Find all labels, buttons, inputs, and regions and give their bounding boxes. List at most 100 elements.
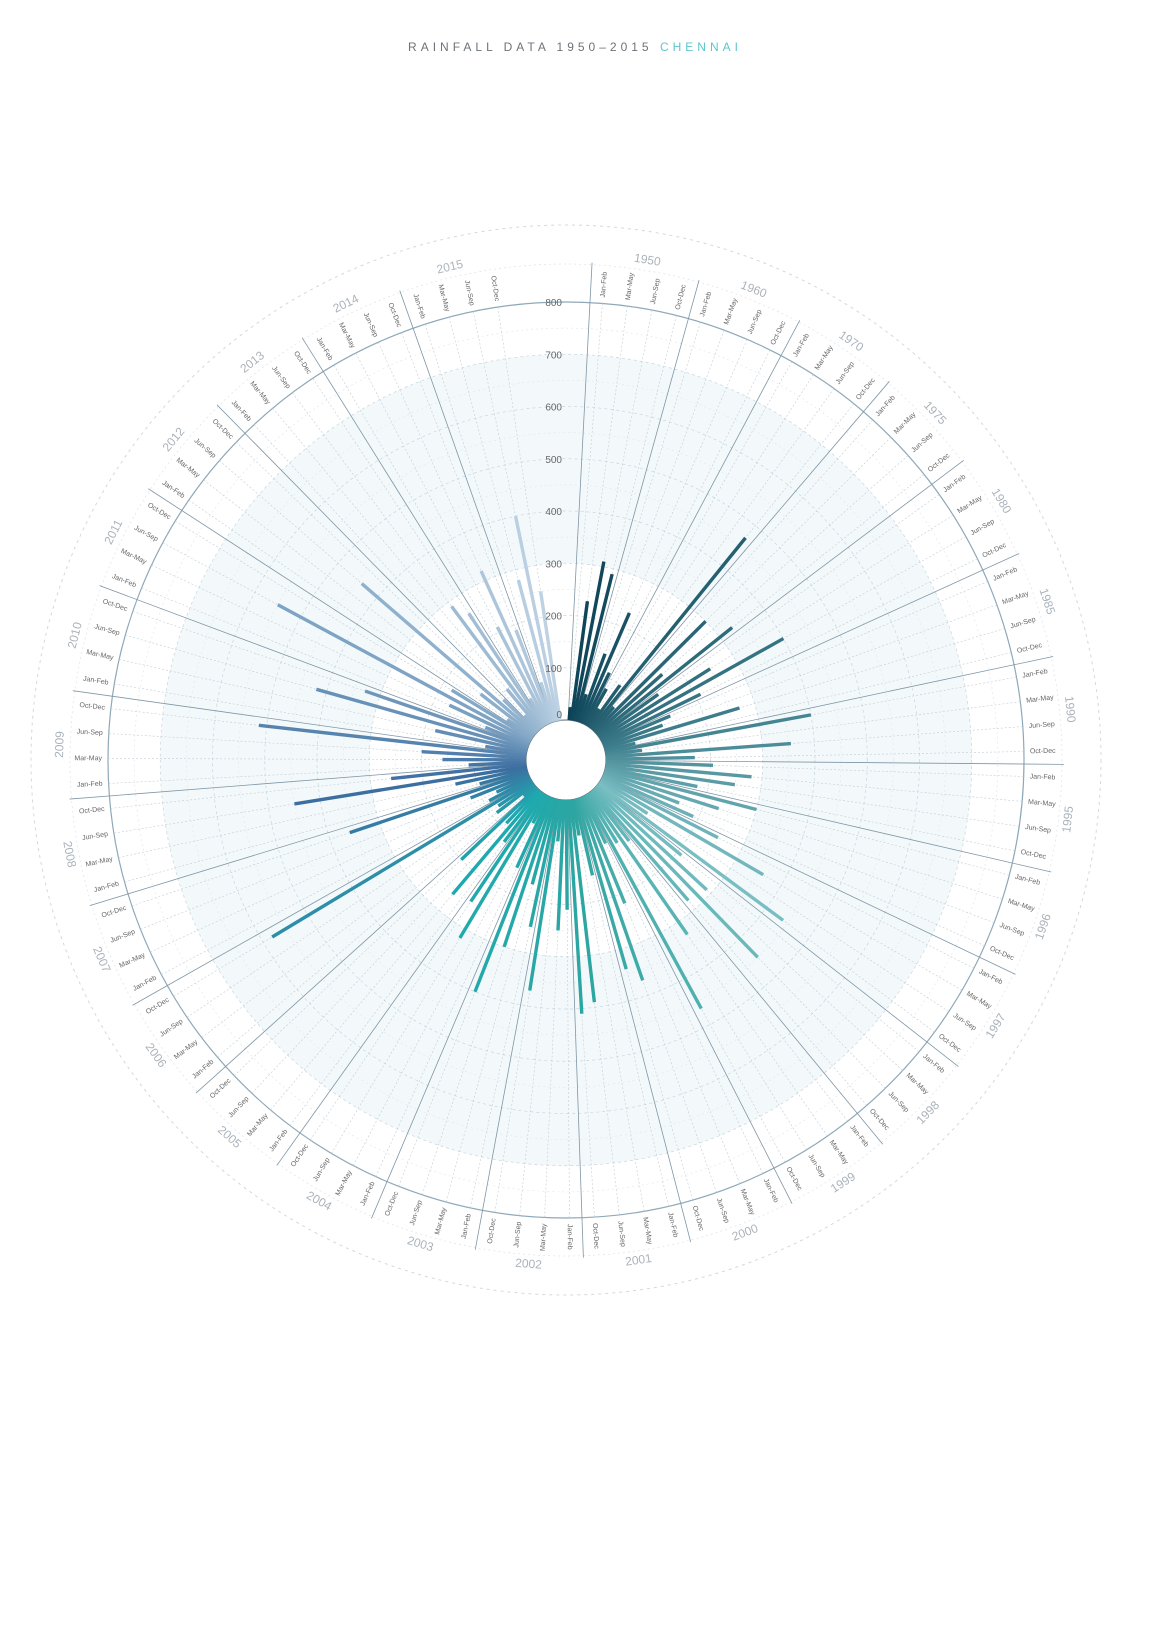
bar: [597, 693, 660, 739]
year-spoke: [583, 795, 793, 1204]
bar: [505, 787, 540, 825]
bar: [484, 725, 530, 747]
bar: [567, 706, 572, 721]
season-label: Oct-Dec: [101, 905, 128, 920]
season-label: Jan-Feb: [666, 1212, 679, 1239]
year-spoke: [276, 792, 544, 1166]
year-spoke: [567, 262, 593, 721]
season-spoke: [217, 785, 536, 1058]
year-label: 1995: [1059, 805, 1076, 833]
chart-grid: [69, 263, 1063, 1257]
season-label: Jan-Feb: [191, 1058, 215, 1080]
season-label: Jun-Sep: [616, 1220, 626, 1247]
grid-ring: [133, 327, 999, 1193]
season-label: Oct-Dec: [146, 502, 172, 522]
season-label: Mar-May: [1028, 799, 1057, 809]
year-spoke: [195, 786, 537, 1094]
bar: [556, 799, 564, 842]
season-spoke: [253, 424, 539, 731]
bar: [360, 582, 537, 736]
season-label: Mar-May: [119, 548, 147, 566]
bar: [568, 799, 597, 1003]
bar: [594, 673, 664, 735]
season-label: Jan-Feb: [1030, 774, 1056, 782]
bar: [603, 706, 740, 751]
season-label: Jun-Sep: [747, 309, 764, 336]
year-label: 1998: [914, 1098, 943, 1127]
grid-ring: [368, 562, 764, 958]
year-label: 1985: [1037, 586, 1059, 616]
radial-tick: 100: [545, 664, 562, 675]
season-spoke: [235, 441, 538, 733]
bar: [513, 515, 560, 722]
year-spoke: [604, 768, 1052, 873]
grid-ring: [238, 432, 894, 1088]
bar: [598, 667, 712, 741]
bar: [600, 637, 785, 742]
season-label: Oct-Dec: [1030, 748, 1056, 755]
season-label: Jan-Feb: [315, 336, 334, 362]
season-label: Jun-Sep: [998, 922, 1025, 938]
season-label: Jan-Feb: [992, 566, 1018, 582]
season-label: Jun-Sep: [715, 1197, 730, 1224]
season-spoke: [141, 587, 530, 746]
season-label: Jun-Sep: [159, 1018, 185, 1039]
season-label: Mar-May: [739, 1188, 756, 1217]
year-label: 2012: [160, 424, 188, 454]
season-label: Jun-Sep: [650, 278, 662, 305]
season-label: Mar-May: [118, 952, 146, 970]
season-label: Jun-Sep: [952, 1012, 978, 1032]
season-label: Oct-Dec: [487, 1217, 498, 1244]
season-label: Mar-May: [893, 411, 918, 436]
season-spoke: [188, 499, 534, 738]
year-label: 1980: [989, 486, 1015, 516]
bar: [605, 755, 695, 761]
bar: [506, 718, 535, 739]
season-spoke: [605, 701, 1021, 756]
season-label: Jun-Sep: [133, 525, 159, 544]
season-label: Jun-Sep: [970, 518, 996, 537]
season-label: Oct-Dec: [384, 1190, 400, 1217]
year-label: 2010: [65, 620, 85, 650]
grid-ring: [159, 353, 973, 1167]
radial-tick: 600: [545, 403, 562, 414]
season-label: Jun-Sep: [910, 432, 934, 455]
chart-title: RAINFALL DATA 1950–2015 CHENNAI: [0, 40, 1150, 54]
year-spoke: [474, 799, 560, 1250]
bar: [603, 770, 720, 811]
season-label: Jan-Feb: [762, 1178, 779, 1204]
season-label: Jan-Feb: [942, 473, 967, 494]
bar: [579, 796, 627, 904]
season-label: Mar-May: [540, 1223, 548, 1251]
grid-ring: [395, 589, 737, 931]
bar: [604, 741, 636, 753]
bar: [315, 687, 528, 751]
bar: [577, 797, 645, 981]
year-spoke: [371, 796, 551, 1219]
season-spoke: [251, 788, 539, 1094]
year-spoke: [566, 799, 584, 1258]
year-spoke: [605, 656, 1054, 753]
center-hole: [525, 719, 607, 801]
bar: [573, 798, 595, 876]
bar: [515, 795, 551, 869]
bar: [522, 784, 537, 798]
year-label: 2014: [331, 291, 361, 315]
bar: [576, 693, 588, 723]
bar: [588, 684, 622, 729]
season-label: Oct-Dec: [209, 1077, 233, 1100]
year-label: 1975: [921, 398, 950, 427]
bar: [584, 688, 608, 727]
season-label: Jun-Sep: [1010, 616, 1037, 630]
grid-ring: [316, 510, 816, 1010]
season-label: Mar-May: [904, 1072, 929, 1096]
bar: [604, 766, 698, 789]
bar: [605, 713, 812, 755]
bar: [593, 620, 707, 734]
year-label: 2004: [304, 1188, 334, 1213]
bar: [479, 692, 536, 737]
bar: [599, 778, 765, 877]
season-label: Jun-Sep: [270, 365, 291, 390]
bar: [566, 799, 584, 1014]
season-label: Oct-Dec: [1016, 642, 1043, 655]
